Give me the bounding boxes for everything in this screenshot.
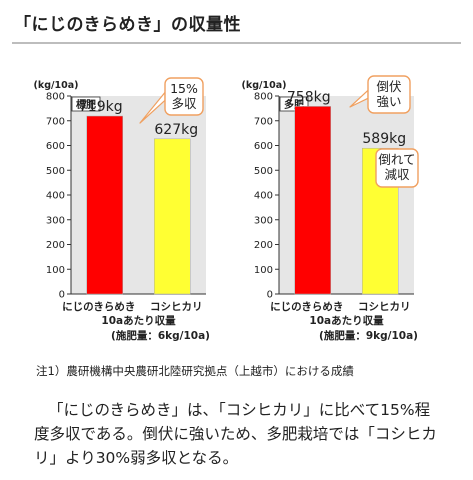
chart-1-data-label-2: 627kg [154,122,198,138]
footnote: 注1）農研機構中央農研北陸研究拠点（上越市）における成績 [36,364,354,378]
chart-2-y-tick-label: 0 [267,290,273,301]
chart-2-data-label-2: 589kg [362,131,406,147]
chart-2-data-label-1: 758kg [287,89,331,105]
chart-2-callout-1-box [367,75,411,114]
chart-2-callout-1-text: 強い [376,94,401,109]
chart-2-y-unit-label: (kg/10a) [242,80,287,91]
chart-area: (kg/10a) 0 100 200 300 400 500 600 700 800 標肥 719kg… [34,62,446,358]
chart-1-y-tick-label: 100 [46,265,65,276]
chart-1-title-box [71,96,101,112]
chart-2-category-label-1: にじのきらめき [270,301,343,313]
chart-1-title: 標肥 [76,98,96,111]
title-divider [12,42,461,44]
chart-1-y-tick-label: 0 [59,290,65,301]
chart-2-y-tick-label: 200 [254,240,273,251]
chart-1-x-label: 10aあたり収量 [101,314,176,327]
chart-2-callout-2-box [375,148,419,188]
chart-1-data-label-1: 719kg [79,99,123,115]
chart-1-y-tick-label: 800 [46,92,65,103]
chart-1-y-unit-label: (kg/10a) [34,80,78,91]
chart-1-y-tick-label: 500 [46,166,65,177]
chart-1-y-tick-label: 200 [46,240,65,251]
chart-2-bar-1 [294,106,331,295]
chart-2-sublabel: (施肥量：9kg/10a) [319,329,418,342]
chart-2-callout-2-text: 倒れて [378,152,415,167]
chart-1-y-tick-label: 400 [46,191,65,202]
chart-2-y-tick-label: 800 [254,92,273,103]
chart-2-y-tick-label: 500 [254,166,273,177]
chart-1-sublabel: (施肥量：6kg/10a) [111,329,210,342]
chart-1-y-tick-label: 700 [46,116,65,127]
chart-2-x-label: 10aあたり収量 [309,314,384,327]
summary-text: 「にじのきらめき」は、「コシヒカリ」に比べて15%程度多収である。倒伏に強いため… [34,401,437,467]
chart-2-y-tick-label: 300 [254,215,273,226]
chart-1-category-label-1: にじのきらめき [62,301,135,313]
chart-2-category-label-2: コシヒカリ [358,301,411,313]
chart-1-y-tick-label: 300 [46,215,65,226]
chart-2-y-tick-label: 400 [254,191,273,202]
chart-1-callout-1-text: 15% [170,81,198,96]
chart-1-bar-2 [154,138,191,295]
chart-2-y-tick-label: 100 [254,265,273,276]
chart-2-callout-1-text: 倒伏 [376,79,402,94]
chart-1-callout-1-text: 多収 [171,96,197,111]
chart-1-category-label-2: コシヒカリ [150,301,203,313]
chart-1-bar-1 [86,115,123,295]
chart-2-callout-2-text: 減収 [384,167,410,182]
chart-2-y-tick-label: 700 [254,116,273,127]
chart-2-y-tick-label: 600 [254,141,273,152]
page-title: 「にじのきらめき」の収量性 [14,15,241,35]
chart-1-callout-1-box [164,77,204,116]
chart-1-y-tick-label: 600 [46,141,65,152]
yield-charts: (kg/10a) 0 100 200 300 400 500 600 700 800 標肥719kg… [34,75,419,342]
